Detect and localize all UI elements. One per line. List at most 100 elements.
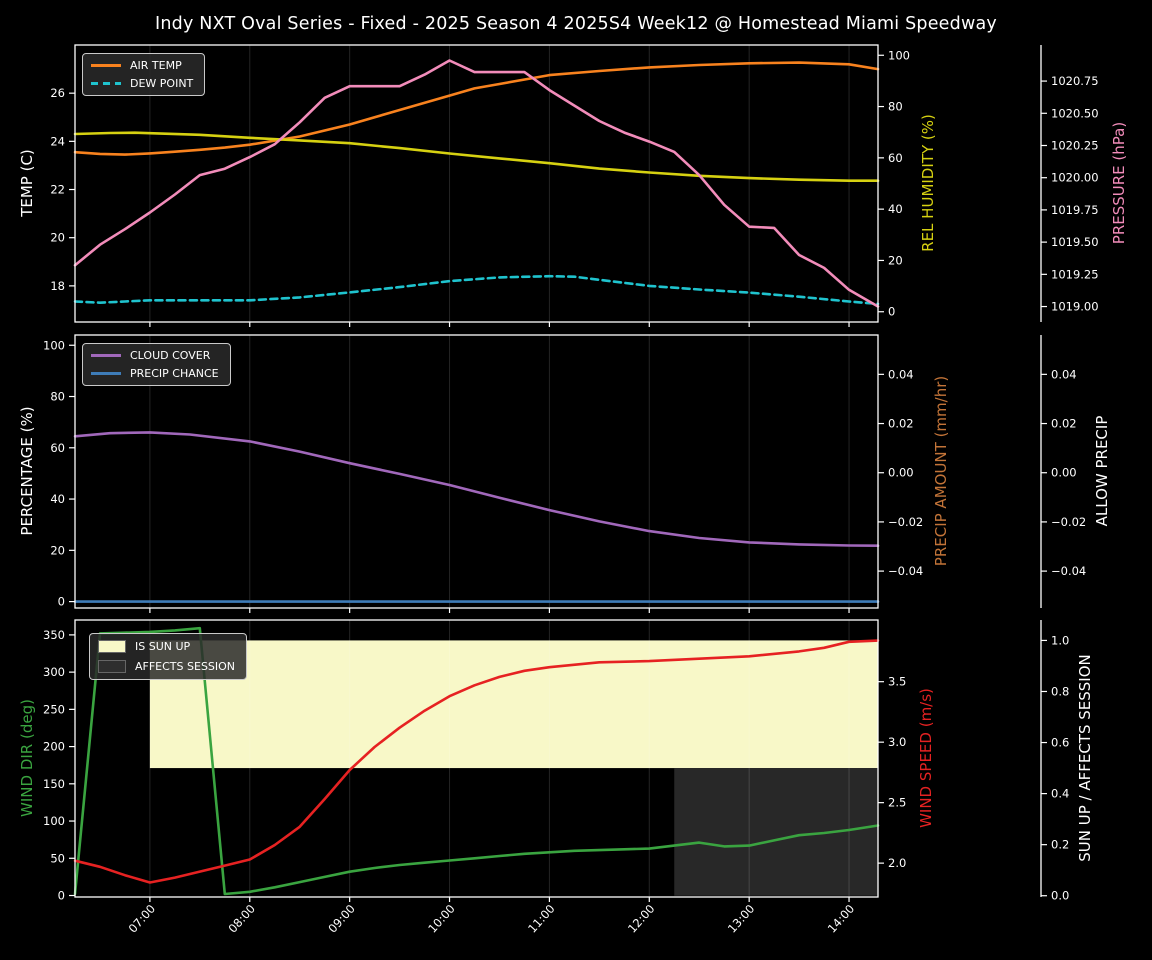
y-tick-label: 20 [888,253,903,267]
y-tick-label: −0.04 [888,564,923,578]
wind-speed-axis-title: WIND SPEED (m/s) [917,688,935,828]
fill-affects-session [674,768,878,896]
x-tick-label: 10:00 [425,902,458,936]
y-tick-label: 1020.50 [1051,106,1099,120]
y-tick-label: 100 [43,814,65,828]
plot-frame [74,334,879,609]
x-tick-label: 11:00 [525,902,558,936]
air-temp-line-swatch [91,64,121,67]
y-tick-label: 18 [50,279,65,293]
legend-item-dew-point: DEW POINT [91,78,193,89]
y-tick-label: 3.5 [888,675,906,689]
legend-item-cloud-cover: CLOUD COVER [91,350,219,361]
humidity-axis-title: REL HUMIDITY (%) [919,114,937,252]
x-tick-label: 14:00 [825,902,858,936]
series-dew-point [73,274,880,306]
y-tick-label: 0.00 [1051,466,1077,480]
y-tick-label: 50 [50,851,65,865]
allow-precip-axis-title: ALLOW PRECIP [1093,415,1111,527]
y-tick-label: 40 [50,492,65,506]
y-tick-label: −0.04 [1051,564,1086,578]
series-rel-humidity [73,131,880,182]
pressure-axis-title: PRESSURE (hPa) [1110,121,1128,245]
y-tick-label: 0 [888,305,895,319]
y-tick-label: 22 [50,183,65,197]
y-tick-label: 0.02 [1051,417,1077,431]
y-tick-label: 1020.75 [1051,74,1099,88]
percentage-axis-title: PERCENTAGE (%) [18,406,36,536]
y-tick-label: 0.00 [888,466,914,480]
series-air-temp [73,61,880,156]
y-tick-label: −0.02 [888,515,923,529]
legend-item-affects-session: AFFECTS SESSION [98,660,235,673]
legend-item-air-temp: AIR TEMP [91,60,193,71]
y-tick-label: 100 [43,338,65,352]
legend-label: PRECIP CHANCE [130,367,219,380]
wind-plot-legend: IS SUN UP AFFECTS SESSION [89,633,248,680]
y-tick-label: 1020.00 [1051,171,1099,185]
y-tick-label: 0.2 [1051,838,1069,852]
y-tick-label: 0.0 [1051,889,1069,903]
y-tick-label: 150 [43,777,65,791]
y-tick-label: 0.8 [1051,684,1069,698]
y-tick-label: 0.04 [888,367,914,381]
legend-label: DEW POINT [130,77,194,90]
legend-label: AFFECTS SESSION [135,660,236,673]
y-tick-label: 3.0 [888,735,906,749]
fill-is-sun-up [149,640,878,769]
y-tick-label: 1.0 [1051,633,1069,647]
y-tick-label: 1019.25 [1051,267,1099,281]
x-tick-label: 09:00 [325,902,358,936]
y-tick-label: 80 [50,390,65,404]
y-tick-label: 80 [888,100,903,114]
y-tick-label: 0.6 [1051,736,1069,750]
y-tick-label: 2.0 [888,856,906,870]
y-tick-label: 0.04 [1051,367,1077,381]
series-pressure [73,59,880,308]
y-tick-label: −0.02 [1051,515,1086,529]
y-tick-label: 24 [50,134,65,148]
y-tick-label: 200 [43,740,65,754]
y-tick-label: 300 [43,665,65,679]
wind-dir-axis-title: WIND DIR (deg) [18,699,36,817]
chart-title: Indy NXT Oval Series - Fixed - 2025 Seas… [155,14,997,34]
legend-item-precip-chance: PRECIP CHANCE [91,368,219,379]
sun-up-patch-swatch [98,640,126,653]
y-tick-label: 1019.75 [1051,203,1099,217]
y-tick-label: 0 [58,889,65,903]
plot-frame [74,44,879,323]
y-tick-label: 60 [50,441,65,455]
y-tick-label: 1020.25 [1051,138,1099,152]
x-tick-label: 07:00 [126,902,159,936]
series-wind-dir [73,626,880,896]
dew-point-dashed-swatch [91,82,121,85]
legend-label: AIR TEMP [130,59,182,72]
y-tick-label: 20 [50,231,65,245]
cloud-cover-line-swatch [91,354,121,357]
affects-session-patch-swatch [98,660,126,673]
y-tick-label: 100 [888,48,910,62]
x-tick-label: 13:00 [725,902,758,936]
y-tick-label: 1019.50 [1051,235,1099,249]
legend-label: IS SUN UP [135,640,191,653]
y-tick-label: 350 [43,628,65,642]
y-tick-label: 1019.00 [1051,300,1099,314]
sun-affects-axis-title: SUN UP / AFFECTS SESSION [1076,654,1094,862]
y-tick-label: 40 [888,202,903,216]
plot-0: 18 20 22 24 26 0 20 40 60 80 100 1019.00 1019.25 1019… [50,44,1099,327]
y-tick-label: 250 [43,702,65,716]
y-tick-label: 2.5 [888,796,906,810]
precip-amount-axis-title: PRECIP AMOUNT (mm/hr) [932,375,950,567]
precip-chance-line-swatch [91,372,121,375]
series-wind-speed [73,639,880,884]
y-tick-label: 0.02 [888,417,914,431]
legend-item-is-sun-up: IS SUN UP [98,640,235,653]
series-cloud-cover [73,431,880,548]
y-tick-label: 0.4 [1051,787,1069,801]
y-tick-label: 20 [50,543,65,557]
y-tick-label: 0 [58,595,65,609]
x-tick-label: 08:00 [225,902,258,936]
x-tick-label: 12:00 [625,902,658,936]
